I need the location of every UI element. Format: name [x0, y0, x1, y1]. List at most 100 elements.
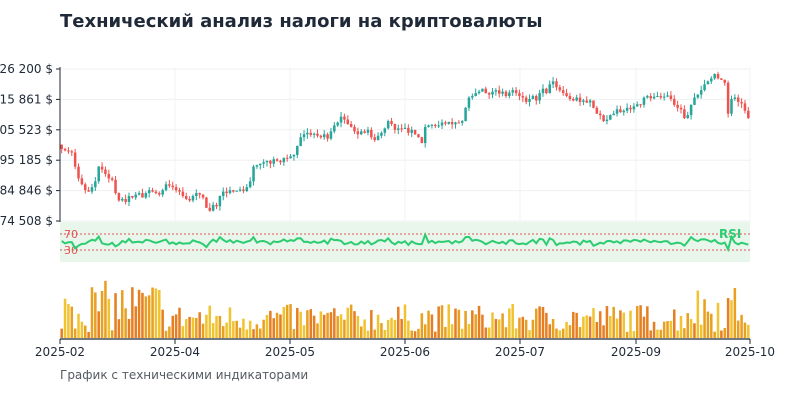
volume-bar — [588, 316, 592, 338]
candle-body — [487, 93, 491, 95]
volume-bar — [740, 314, 743, 338]
candle-body — [184, 196, 188, 199]
volume-bar — [215, 315, 218, 338]
volume-bar — [127, 318, 131, 338]
candle-body — [275, 159, 279, 161]
candle-body — [642, 97, 646, 105]
candle-body — [171, 185, 175, 188]
candle-body — [716, 73, 720, 79]
volume-bar — [393, 319, 397, 338]
candle-body — [585, 100, 589, 103]
y-tick-label: 95 185 $ — [0, 153, 53, 167]
candle-body — [104, 169, 107, 174]
volume-bar — [403, 304, 407, 338]
volume-bar — [83, 325, 87, 338]
y-tick-label: 115 861 $ — [0, 92, 53, 106]
candle-body — [248, 181, 252, 188]
y-tick-label: 74 508 $ — [0, 214, 53, 228]
candle-body — [639, 104, 642, 106]
candle-body — [356, 131, 360, 135]
candle-body — [121, 198, 124, 201]
candle-body — [558, 87, 562, 91]
volume-bar — [181, 326, 185, 338]
candle-body — [238, 189, 242, 191]
candle-body — [252, 166, 255, 182]
candle-body — [403, 127, 407, 129]
candle-body — [699, 90, 703, 95]
volume-bar — [491, 312, 494, 338]
volume-bar — [504, 327, 508, 338]
candle-body — [336, 122, 339, 126]
volume-bar — [646, 306, 649, 338]
candle-body — [518, 93, 521, 97]
volume-bar — [575, 312, 578, 338]
volume-bar — [312, 315, 316, 338]
volume-bar — [380, 323, 383, 338]
candle-body — [588, 100, 592, 103]
candle-body — [572, 98, 575, 101]
candle-body — [679, 107, 683, 110]
candle-body — [511, 90, 514, 93]
volume-bar — [124, 308, 127, 338]
volume-bar — [353, 311, 356, 338]
candle-body — [474, 93, 477, 97]
candle-body — [703, 84, 706, 91]
volume-bar — [383, 329, 387, 338]
volume-bar — [184, 319, 188, 338]
volume-bar — [622, 312, 626, 338]
candle-body — [114, 179, 117, 194]
volume-bar — [632, 331, 636, 338]
volume-bar — [437, 306, 440, 338]
candle-body — [726, 82, 730, 114]
volume-bar — [484, 327, 488, 338]
volume-bar — [471, 310, 474, 338]
volume-bar — [322, 314, 326, 338]
candle-body — [164, 184, 168, 191]
volume-bar — [168, 326, 171, 338]
candle-body — [417, 134, 420, 138]
candle-body — [282, 157, 286, 163]
candle-body — [454, 122, 457, 125]
candle-body — [154, 191, 158, 194]
volume-bar — [282, 306, 286, 338]
volume-bar — [460, 328, 464, 338]
candle-body — [662, 96, 666, 98]
volume-bar — [706, 311, 710, 338]
candle-body — [646, 96, 649, 98]
candle-body — [568, 96, 572, 99]
volume-bar — [427, 310, 430, 338]
volume-bar — [514, 328, 518, 338]
candle-body — [296, 146, 299, 155]
rsi-upper-label: 70 — [64, 228, 78, 241]
volume-bar — [659, 329, 663, 338]
volume-bar — [595, 321, 599, 338]
volume-bar — [582, 316, 585, 338]
candle-body — [326, 134, 329, 139]
volume-bar — [615, 318, 619, 338]
candle-body — [427, 125, 430, 127]
volume-bar — [400, 319, 403, 338]
volume-bar — [673, 309, 676, 338]
candle-body — [423, 126, 427, 144]
candle-body — [359, 131, 363, 135]
candle-body — [696, 94, 700, 98]
candle-body — [245, 187, 249, 192]
candle-body — [235, 190, 238, 192]
candle-body — [578, 97, 582, 102]
candle-body — [225, 191, 228, 194]
volume-bar — [487, 327, 491, 338]
volume-bar — [195, 317, 198, 338]
candle-body — [733, 97, 737, 99]
candle-body — [561, 90, 565, 94]
candle-body — [508, 92, 511, 97]
volume-bar — [171, 315, 175, 338]
volume-bar — [147, 295, 151, 338]
candle-body — [215, 204, 218, 207]
volume-bar — [198, 312, 201, 338]
volume-bar — [572, 311, 575, 338]
volume-bar — [686, 313, 689, 338]
volume-bar — [208, 305, 212, 338]
candle-body — [531, 96, 535, 99]
candle-body — [205, 197, 208, 208]
